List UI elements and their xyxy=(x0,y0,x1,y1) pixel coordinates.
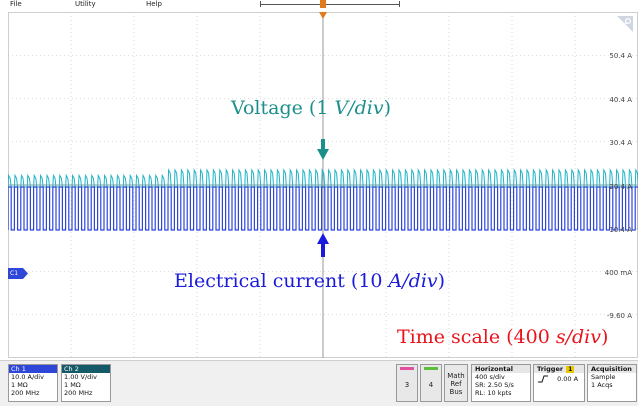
ch2-impedance: 1 MΩ xyxy=(64,381,81,389)
voltage-annotation-prefix: Voltage (1 xyxy=(231,97,335,119)
trigger-position-marker-icon[interactable] xyxy=(320,0,326,8)
voltage-annotation-unit: V/div xyxy=(334,97,384,119)
ch1-impedance: 1 MΩ xyxy=(11,381,28,389)
ch1-offset-marker[interactable]: C1 xyxy=(8,268,28,279)
record-position-bar[interactable] xyxy=(260,0,400,10)
current-annotation: Electrical current (10 A/div) xyxy=(174,270,445,292)
trigger-title: Trigger xyxy=(537,365,564,373)
arrow-up-icon xyxy=(317,233,329,257)
menu-help[interactable]: Help xyxy=(146,0,162,8)
ch1-label: Ch 1 xyxy=(9,365,57,373)
voltage-annotation-suffix: ) xyxy=(383,97,391,119)
ch1-settings-badge[interactable]: Ch 1 10.0 A/div 1 MΩ 200 MHz xyxy=(8,364,58,402)
voltage-annotation: Voltage (1 V/div) xyxy=(231,97,391,119)
ch1-current-waveform xyxy=(8,186,638,231)
ch1-bandwidth: 200 MHz xyxy=(11,389,40,397)
scale-label: 10.4 A xyxy=(609,226,632,234)
bus-label: Bus xyxy=(449,388,463,396)
trigger-level: 0.00 A xyxy=(557,375,579,383)
horizontal-title: Horizontal xyxy=(472,365,530,373)
menu-bar: File Utility Help xyxy=(0,0,638,10)
scale-label: 50.4 A xyxy=(609,52,632,60)
ch2-voltage-waveform xyxy=(8,168,638,188)
math-label: Math xyxy=(447,372,465,380)
scale-label: -9.60 A xyxy=(606,312,632,320)
arrow-down-icon xyxy=(317,139,329,160)
ch4-button[interactable]: 4 xyxy=(420,364,442,402)
record-length: RL: 10 kpts xyxy=(475,389,512,397)
current-annotation-unit: A/div xyxy=(388,270,438,292)
acquisition-count: 1 Acqs xyxy=(591,381,613,389)
ch4-color-stripe xyxy=(424,367,438,370)
record-left-cap xyxy=(260,1,261,7)
math-ref-bus-button[interactable]: Math Ref Bus xyxy=(444,364,468,402)
timescale-annotation-suffix: ) xyxy=(600,326,609,348)
current-annotation-prefix: Electrical current (10 xyxy=(174,270,389,292)
waveform-plot xyxy=(8,12,638,358)
ch3-color-stripe xyxy=(400,367,414,370)
trigger-arrow-top-icon xyxy=(319,12,327,19)
menu-file[interactable]: File xyxy=(10,0,22,8)
timescale-annotation: Time scale (400 s/div) xyxy=(397,326,608,348)
ch3-button[interactable]: 3 xyxy=(396,364,418,402)
record-right-cap xyxy=(399,1,400,7)
graticule xyxy=(8,12,638,358)
acquisition-panel[interactable]: Acquisition Sample 1 Acqs xyxy=(587,364,637,402)
ch4-button-label: 4 xyxy=(428,381,434,389)
record-line xyxy=(260,4,400,5)
status-bar: Ch 1 10.0 A/div 1 MΩ 200 MHz Ch 2 1.00 V… xyxy=(0,360,638,406)
ref-label: Ref xyxy=(450,380,462,388)
ch2-bandwidth: 200 MHz xyxy=(64,389,93,397)
horizontal-panel[interactable]: Horizontal 400 s/div SR: 2.50 S/s RL: 10… xyxy=(471,364,531,402)
scale-label: 20.4 A xyxy=(609,183,632,191)
trigger-panel[interactable]: Trigger 1 0.00 A xyxy=(533,364,585,402)
current-annotation-suffix: ) xyxy=(437,270,446,292)
acquisition-mode: Sample xyxy=(591,373,616,381)
ch2-scale: 1.00 V/div xyxy=(64,373,97,381)
scale-label: 30.4 A xyxy=(609,139,632,147)
horizontal-scale: 400 s/div xyxy=(475,373,505,381)
sample-rate: SR: 2.50 S/s xyxy=(475,381,514,389)
zoom-corner-icon[interactable] xyxy=(617,16,633,32)
ch2-settings-badge[interactable]: Ch 2 1.00 V/div 1 MΩ 200 MHz xyxy=(61,364,111,402)
timescale-annotation-prefix: Time scale (400 xyxy=(397,326,556,348)
timescale-annotation-unit: s/div xyxy=(555,326,601,348)
trigger-source-badge: 1 xyxy=(566,366,575,373)
scale-label: 40.4 A xyxy=(609,96,632,104)
acquisition-title: Acquisition xyxy=(588,365,636,373)
ch1-scale: 10.0 A/div xyxy=(11,373,44,381)
ch2-label: Ch 2 xyxy=(62,365,110,373)
ch3-button-label: 3 xyxy=(404,381,410,389)
scale-label: 400 mA xyxy=(604,269,632,277)
rising-edge-icon xyxy=(538,375,548,383)
menu-utility[interactable]: Utility xyxy=(75,0,96,8)
